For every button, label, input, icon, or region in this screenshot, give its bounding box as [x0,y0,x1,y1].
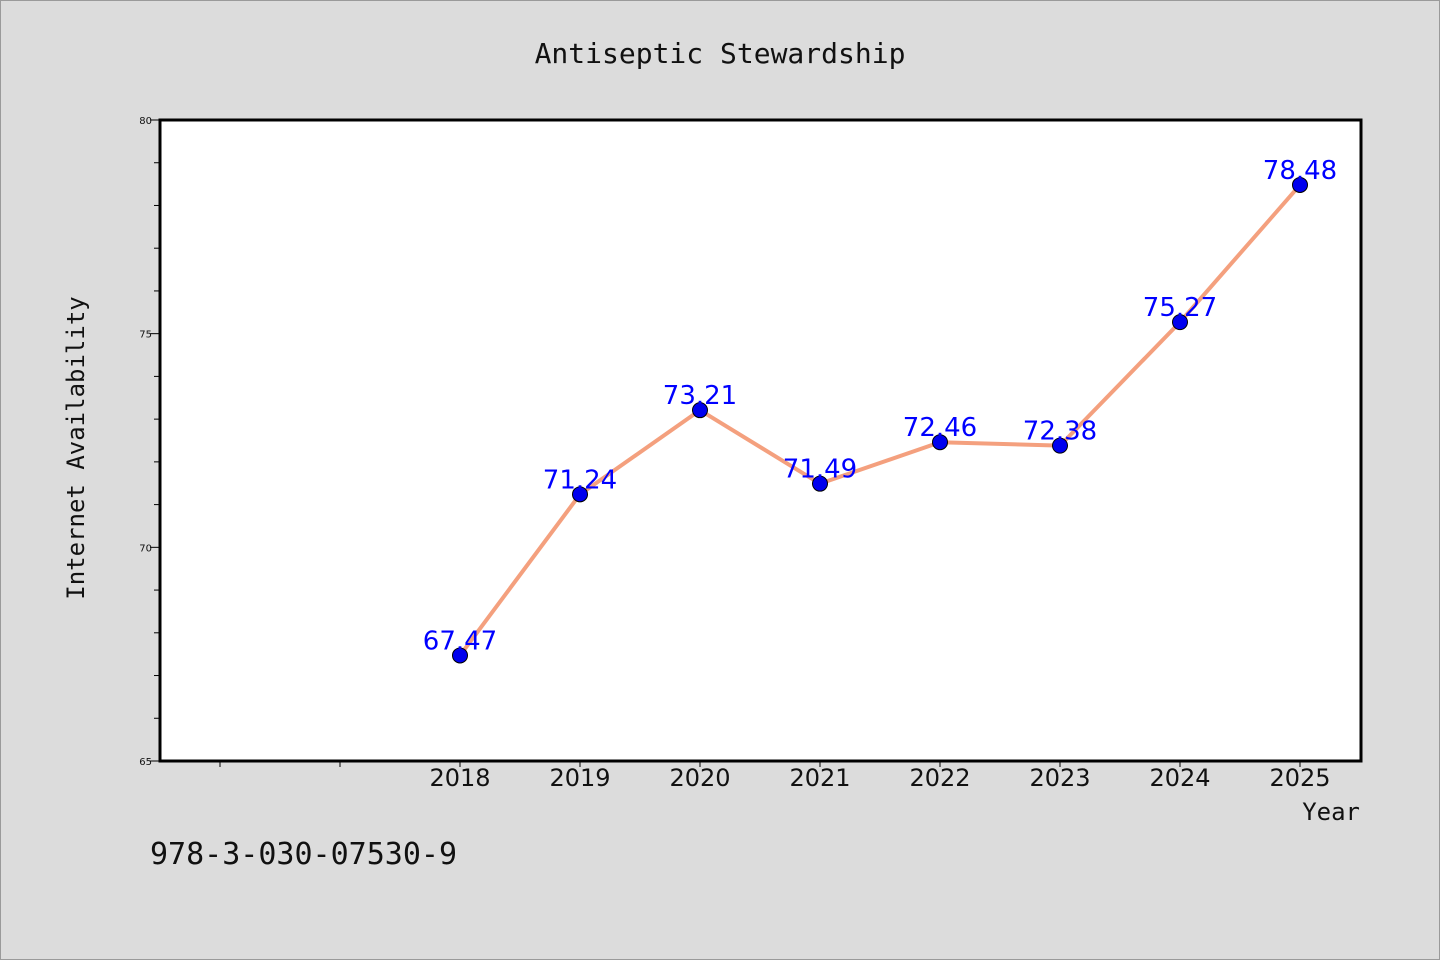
y-tick-label: 65 [139,757,152,768]
data-point-marker [1292,176,1308,193]
data-point-marker [692,402,708,419]
x-axis: 2018 2019 2020 2021 2022 2023 2024 2025 [219,761,1331,792]
x-tick-label: 2024 [1149,764,1210,792]
data-label: 67.47 [423,626,497,656]
data-point-marker [452,647,468,664]
x-tick-label: 2022 [909,764,970,792]
data-label: 73.21 [663,381,737,411]
series-polyline [458,183,1302,657]
data-point-marker [1172,314,1188,331]
y-tick-label: 75 [139,330,152,341]
y-tick-label: 70 [139,543,152,554]
y-axis-label: Internet Availability [62,296,90,599]
x-tick-label: 2021 [789,764,850,792]
x-tick-label: 2019 [549,764,610,792]
series-line [458,183,1302,657]
y-axis: 65 70 75 80 [139,116,160,768]
markers [452,176,1308,664]
data-label: 78.48 [1263,156,1337,186]
x-tick-label: 2018 [429,764,490,792]
data-label: 72.38 [1023,417,1097,447]
footnote-text: 978-3-030-07530-9 [150,837,457,872]
y-tick-label: 80 [139,116,152,127]
plot-area [158,118,1363,763]
data-label: 72.46 [903,413,977,443]
data-point-marker [1052,437,1068,454]
data-point-marker [572,486,588,503]
data-point-marker [932,434,948,451]
x-tick-label: 2023 [1029,764,1090,792]
data-label: 71.24 [543,465,617,495]
data-label: 71.49 [783,455,857,485]
data-labels: 67.47 71.24 73.21 71.49 72.46 72.38 75.27 78.48 [423,156,1337,656]
data-point-marker [812,475,828,492]
x-tick-label: 2020 [669,764,730,792]
chart-title: Antiseptic Stewardship [535,37,906,70]
x-tick-label: 2025 [1269,764,1330,792]
x-axis-label: Year [1302,798,1360,826]
data-label: 75.27 [1143,293,1217,323]
